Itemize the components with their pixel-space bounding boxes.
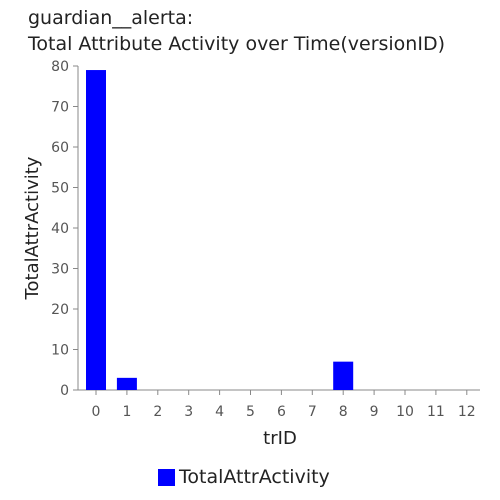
legend-swatch [158,468,175,486]
bar [86,70,106,391]
y-tick-label: 40 [51,221,69,237]
bar [333,361,354,390]
x-tick-label: 10 [396,404,414,420]
x-tick-label: 0 [92,404,101,420]
y-tick-label: 30 [51,262,69,278]
y-tick-label: 50 [51,181,69,197]
x-tick-label: 12 [458,404,476,420]
x-tick-label: 5 [246,404,255,420]
x-tick-label: 2 [153,404,162,420]
x-axis-title: trID [263,428,297,449]
y-tick-label: 80 [51,59,69,75]
x-tick-label: 9 [370,404,379,420]
x-tick-label: 7 [308,404,317,420]
x-tick-label: 3 [184,404,193,420]
chart-title-line-1: guardian__alerta: [28,7,194,29]
y-axis-title: TotalAttrActivity [22,156,43,300]
y-tick-label: 0 [60,383,69,399]
x-tick-label: 11 [427,404,445,420]
chart-title-line-2: Total Attribute Activity over Time(versi… [28,33,445,55]
x-tick-label: 8 [339,404,348,420]
y-tick-label: 20 [51,302,69,318]
legend: TotalAttrActivity [158,466,330,488]
x-tick-label: 4 [215,404,224,420]
bar [116,377,137,390]
y-tick-label: 60 [51,140,69,156]
x-tick-label: 1 [122,404,131,420]
y-tick-label: 10 [51,343,69,359]
legend-label: TotalAttrActivity [179,466,330,488]
y-tick-label: 70 [51,100,69,116]
x-tick-label: 6 [277,404,286,420]
